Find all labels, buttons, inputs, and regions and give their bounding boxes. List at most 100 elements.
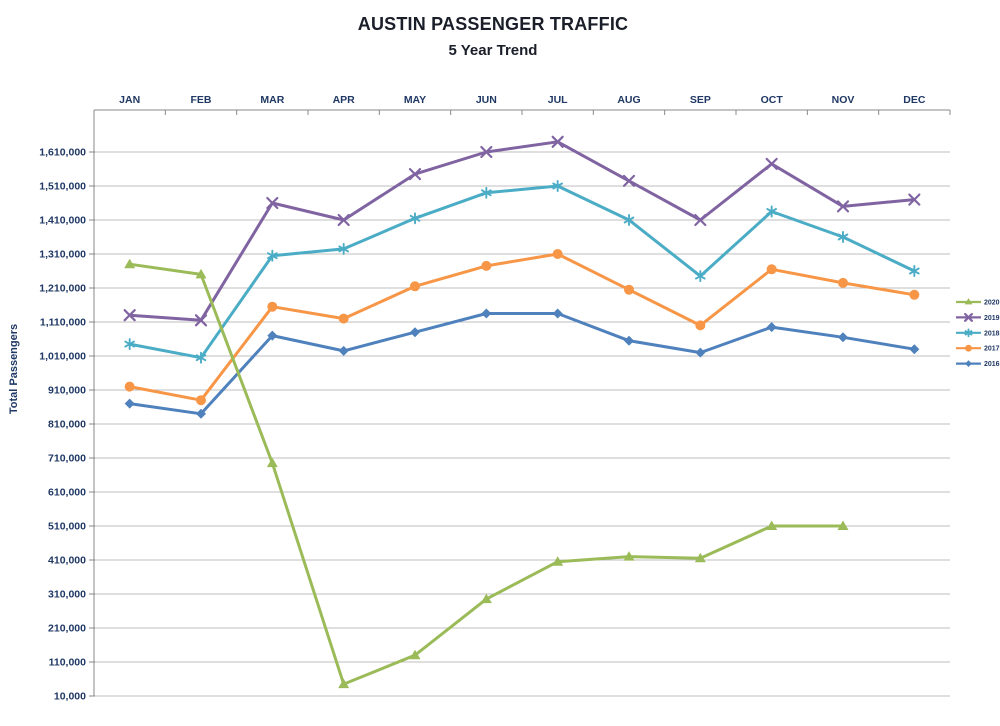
series-marker-2019 (694, 213, 707, 227)
series-marker-2020 (480, 593, 492, 604)
y-tick-label: 1,610,000 (39, 147, 86, 159)
series-marker-2020 (409, 649, 421, 660)
series-marker-2017 (838, 277, 848, 288)
chart-subtitle: 5 Year Trend (448, 42, 538, 59)
series-marker-2019 (480, 145, 493, 159)
series-marker-2020 (124, 258, 136, 269)
month-label: NOV (832, 94, 855, 106)
y-tick-label: 210,000 (48, 623, 86, 635)
series-marker-2016 (766, 322, 777, 333)
month-label: AUG (617, 94, 640, 106)
month-label: OCT (761, 94, 784, 106)
legend-label-2020: 2020 (984, 300, 1000, 307)
series-marker-2018 (124, 338, 135, 351)
y-tick-label: 1,110,000 (40, 317, 86, 329)
series-marker-2017 (124, 381, 135, 392)
legend-marker-2016 (965, 360, 972, 367)
legend-marker-2018 (964, 328, 973, 338)
series-marker-2019 (408, 168, 422, 181)
series-marker-2018 (623, 214, 635, 226)
legend-marker-2019 (964, 312, 973, 322)
series-marker-2016 (410, 327, 420, 338)
series-marker-2017 (267, 301, 278, 312)
series-marker-2016 (624, 335, 634, 346)
y-tick-label: 1,510,000 (39, 181, 86, 193)
series-marker-2018 (766, 205, 777, 218)
month-label: SEP (690, 94, 711, 106)
y-tick-label: 1,410,000 (39, 215, 86, 227)
series-marker-2018 (195, 351, 207, 364)
series-marker-2018 (837, 231, 849, 243)
y-tick-label: 910,000 (48, 385, 86, 397)
series-marker-2017 (552, 249, 563, 259)
y-tick-label: 810,000 (48, 419, 86, 431)
y-tick-label: 1,310,000 (39, 249, 86, 261)
series-marker-2019 (622, 174, 636, 187)
series-marker-2016 (695, 347, 706, 358)
legend-label-2019: 2019 (984, 315, 1000, 322)
series-marker-2017 (624, 284, 634, 295)
series-line-2016 (128, 312, 916, 416)
series-marker-2017 (695, 320, 706, 331)
y-tick-label: 1,210,000 (39, 283, 86, 295)
series-marker-2017 (766, 264, 777, 275)
series-line-2019 (128, 140, 916, 322)
month-label: JUL (548, 94, 568, 106)
series-marker-2016 (838, 332, 848, 343)
month-label: JAN (119, 94, 140, 106)
series-marker-2020 (837, 520, 849, 530)
series-marker-2017 (338, 313, 349, 324)
legend-marker-2020 (964, 298, 973, 305)
legend-label-2016: 2016 (984, 361, 1000, 368)
series-marker-2019 (123, 309, 136, 322)
y-tick-label: 310,000 (48, 589, 86, 601)
series-marker-2018 (267, 249, 278, 262)
series-line-2017 (128, 252, 916, 402)
y-tick-label: 110,000 (49, 657, 87, 669)
legend-label-2018: 2018 (984, 330, 1000, 337)
y-tick-label: 510,000 (48, 521, 86, 533)
month-label: FEB (191, 94, 212, 106)
series-marker-2018 (481, 186, 492, 199)
series-marker-2016 (909, 344, 920, 355)
series-marker-2018 (409, 212, 421, 225)
y-tick-label: 1,010,000 (39, 351, 86, 363)
month-label: MAR (260, 94, 284, 106)
y-tick-label: 710,000 (48, 453, 86, 465)
y-tick-label: 610,000 (48, 487, 86, 499)
series-marker-2018 (695, 270, 706, 283)
y-tick-label: 10,000 (54, 691, 86, 703)
series-marker-2020 (338, 678, 350, 689)
month-label: JUN (476, 94, 497, 106)
month-label: DEC (903, 94, 926, 106)
chart-title: AUSTIN PASSENGER TRAFFIC (357, 14, 629, 34)
series-marker-2019 (337, 213, 350, 227)
series-marker-2017 (410, 281, 420, 292)
month-label: APR (333, 94, 356, 106)
series-marker-2017 (196, 395, 206, 406)
series-marker-2018 (338, 242, 349, 255)
series-marker-2016 (481, 308, 492, 319)
series-marker-2016 (338, 345, 349, 356)
series-marker-2019 (551, 135, 564, 148)
series-marker-2016 (552, 308, 563, 319)
series-marker-2019 (194, 314, 208, 327)
series-marker-2020 (266, 457, 278, 468)
series-marker-2016 (267, 330, 278, 341)
series-marker-2016 (124, 398, 135, 409)
series-marker-2020 (552, 556, 564, 566)
series-marker-2020 (195, 268, 207, 279)
series-marker-2019 (266, 196, 279, 210)
series-line-2020 (128, 262, 845, 686)
series-marker-2018 (909, 265, 920, 277)
legend-marker-2017 (965, 344, 972, 352)
series-marker-2020 (623, 551, 635, 561)
month-label: MAY (404, 94, 426, 106)
series-marker-2020 (766, 520, 778, 530)
legend-label-2017: 2017 (984, 346, 1000, 353)
series-marker-2019 (908, 193, 921, 206)
series-marker-2017 (909, 289, 920, 300)
series-marker-2019 (836, 200, 850, 213)
